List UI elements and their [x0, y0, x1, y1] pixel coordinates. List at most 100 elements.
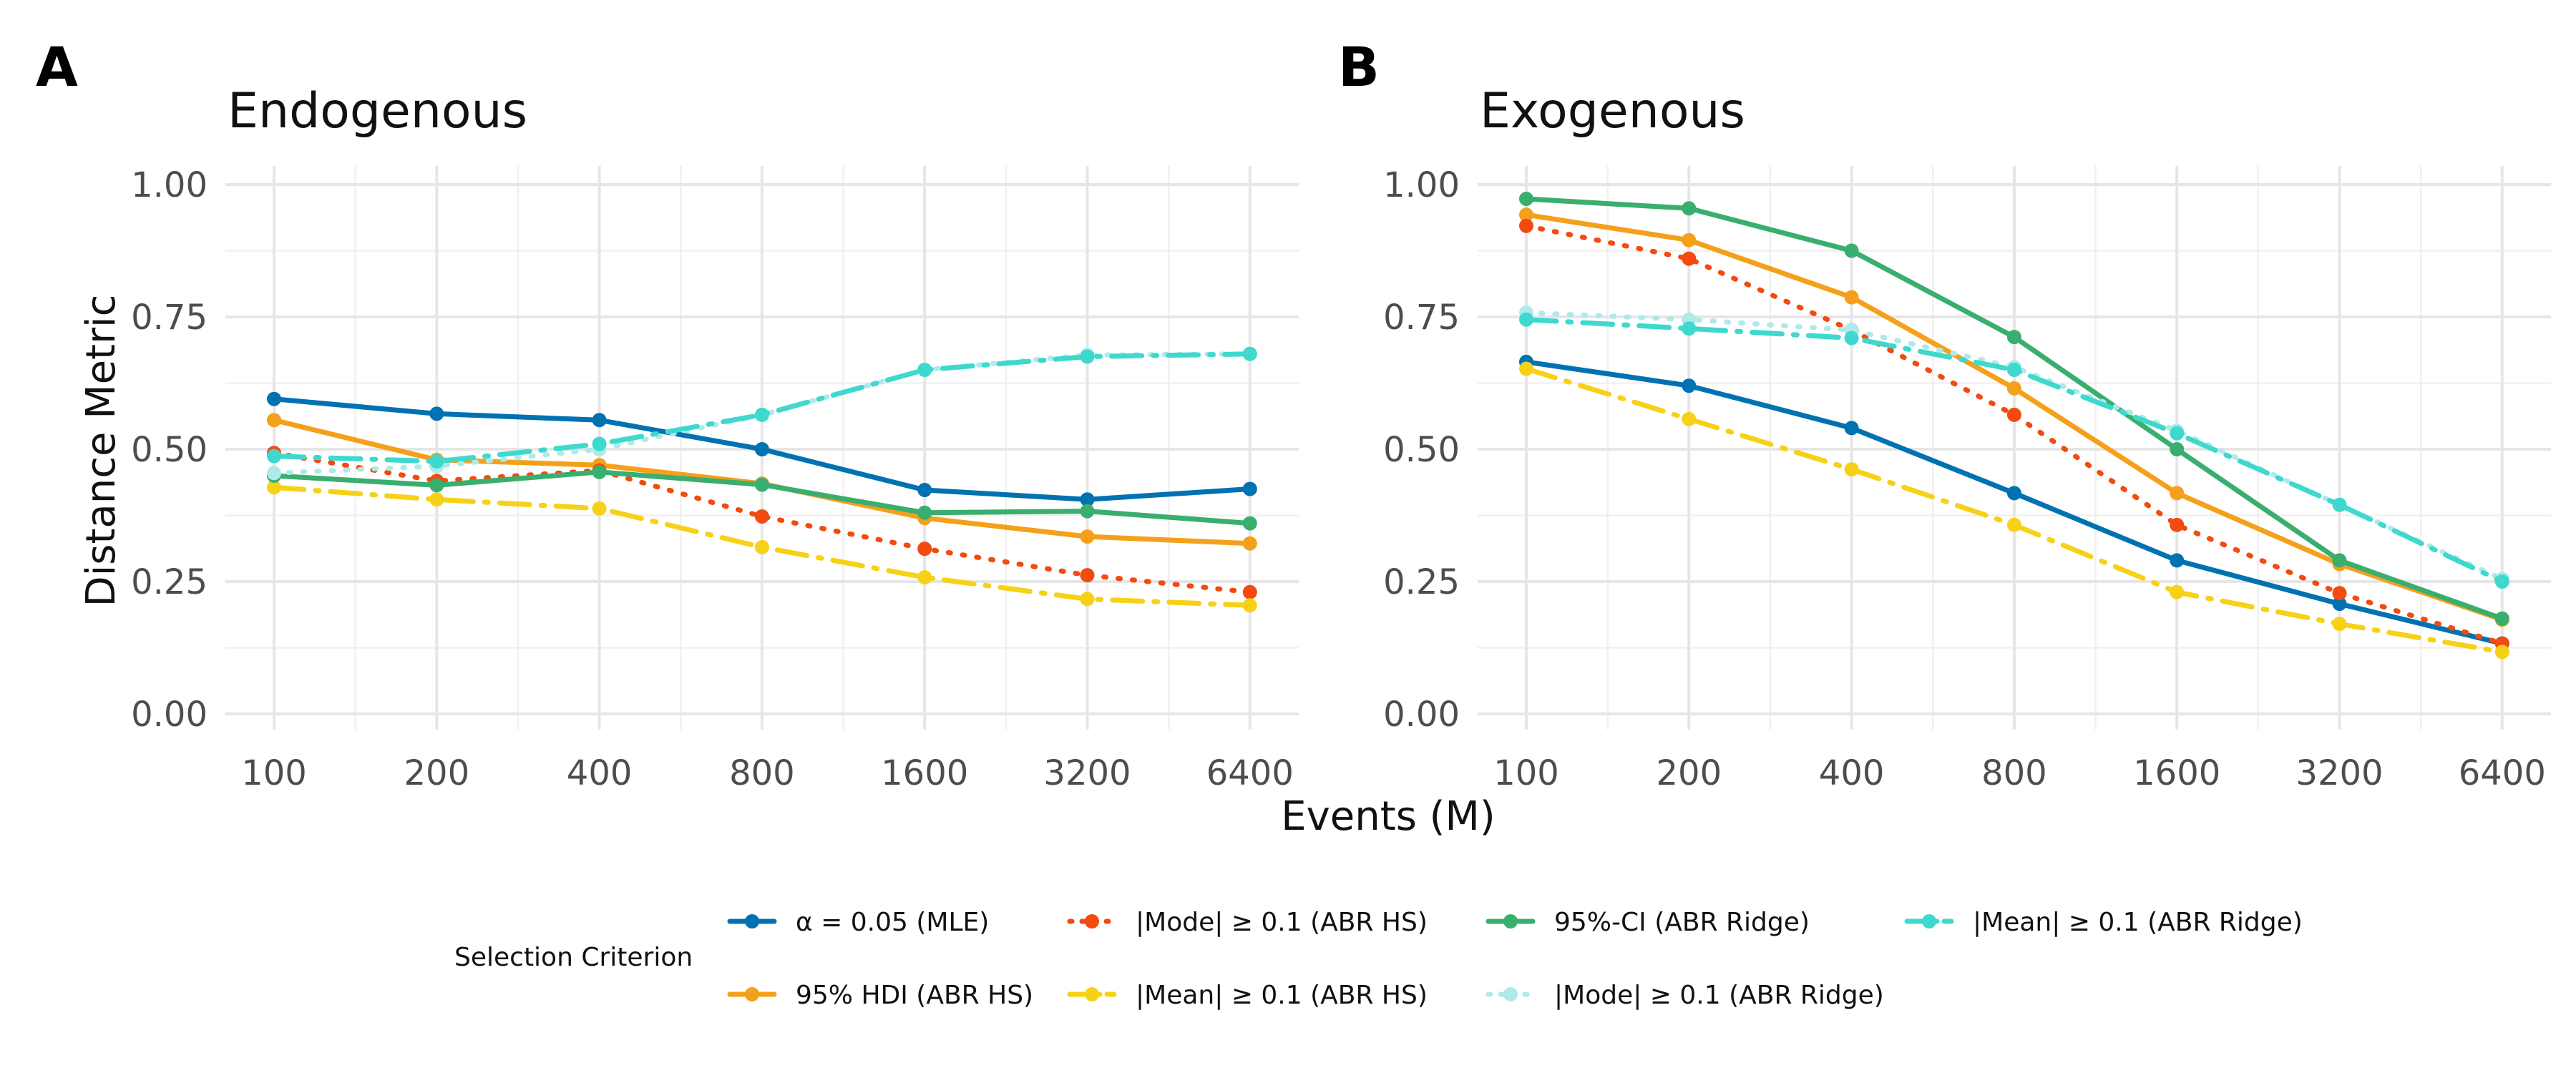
data-point	[1682, 378, 1697, 393]
data-point	[754, 539, 769, 554]
data-point	[1682, 232, 1697, 248]
panel-title: Endogenous	[228, 83, 527, 139]
data-point	[1844, 462, 1859, 477]
data-point	[1519, 312, 1533, 327]
legend-key-point	[1503, 914, 1518, 929]
data-point	[2170, 442, 2185, 456]
data-point	[1242, 346, 1257, 361]
x-tick-label: 1600	[881, 753, 968, 793]
data-point	[2006, 517, 2021, 532]
series-group	[1519, 312, 2509, 589]
data-point	[267, 449, 281, 464]
data-point	[267, 391, 281, 406]
data-point	[2006, 363, 2021, 377]
legend-key-point	[1922, 914, 1936, 929]
data-point	[2006, 381, 2021, 396]
legend-label: α = 0.05 (MLE)	[796, 908, 989, 937]
legend-item: |Mean| ≥ 0.1 (ABR HS)	[1067, 981, 1428, 1010]
legend-label: 95% HDI (ABR HS)	[796, 981, 1033, 1010]
data-point	[1519, 191, 1533, 206]
x-tick-label: 800	[1981, 753, 2047, 793]
y-tick-label: 0.75	[1383, 298, 1460, 338]
legend-item: |Mode| ≥ 0.1 (ABR Ridge)	[1485, 981, 1884, 1010]
data-point	[1242, 598, 1257, 613]
legend-item: |Mode| ≥ 0.1 (ABR HS)	[1067, 908, 1428, 937]
legend-label: |Mode| ≥ 0.1 (ABR Ridge)	[1554, 981, 1884, 1010]
legend-label: |Mean| ≥ 0.1 (ABR HS)	[1136, 981, 1428, 1010]
panel-label: B	[1338, 35, 1380, 99]
legend-key-point	[1085, 987, 1099, 1001]
series-group	[267, 464, 1257, 531]
data-point	[2332, 617, 2347, 632]
data-point	[1844, 421, 1859, 436]
legend-item: 95% HDI (ABR HS)	[727, 981, 1033, 1010]
panels: 0.00 0.25 0.50 0.75 1.00 100 200 400 800 1600 3200…	[36, 35, 2551, 793]
data-point	[2170, 553, 2185, 568]
data-point	[1080, 592, 1095, 607]
data-point	[592, 501, 607, 516]
y-tick-label: 0.50	[1383, 430, 1460, 470]
data-point	[2006, 486, 2021, 501]
data-point	[1682, 321, 1697, 336]
data-point	[2494, 645, 2509, 660]
panel-b: 0.00 0.25 0.50 0.75 1.00 100 200 400 800 1600 3200…	[1338, 35, 2551, 793]
data-point	[2494, 611, 2509, 626]
data-point	[1080, 529, 1095, 544]
data-point	[429, 406, 444, 421]
data-point	[2170, 517, 2185, 532]
data-point	[2332, 586, 2347, 601]
panel-a: 0.00 0.25 0.50 0.75 1.00 100 200 400 800 1600 3200…	[36, 35, 1299, 793]
legend-label: |Mean| ≥ 0.1 (ABR Ridge)	[1973, 908, 2303, 937]
data-point	[917, 363, 932, 377]
x-tick-label: 400	[1819, 753, 1885, 793]
legend-title: Selection Criterion	[454, 943, 693, 972]
x-tick-label: 6400	[2459, 753, 2546, 793]
data-point	[917, 482, 932, 497]
data-point	[1080, 492, 1095, 507]
x-tick-label: 100	[241, 753, 307, 793]
data-point	[267, 413, 281, 428]
y-tick-label: 0.25	[1383, 562, 1460, 602]
data-point	[2170, 584, 2185, 599]
y-tick-label: 1.00	[131, 165, 208, 205]
data-point	[2332, 597, 2347, 612]
legend-key-point	[745, 914, 759, 929]
data-point	[917, 505, 932, 520]
data-point	[754, 442, 769, 456]
y-tick-label: 0.25	[131, 562, 208, 602]
data-point	[2332, 553, 2347, 568]
data-point	[1682, 251, 1697, 266]
data-point	[1080, 568, 1095, 583]
legend-label: 95%-CI (ABR Ridge)	[1554, 908, 1810, 937]
data-point	[1242, 536, 1257, 551]
data-point	[754, 509, 769, 524]
data-point	[2006, 407, 2021, 422]
series-group	[267, 346, 1257, 469]
data-point	[1242, 516, 1257, 531]
data-point	[429, 478, 444, 493]
data-point	[1519, 361, 1533, 376]
data-point	[1682, 411, 1697, 426]
data-point	[592, 464, 607, 479]
legend-key-point	[745, 987, 759, 1001]
y-tick-label: 0.00	[131, 695, 208, 735]
series-group	[267, 391, 1257, 507]
data-point	[2332, 497, 2347, 512]
panel-label: A	[36, 35, 78, 99]
data-point	[267, 480, 281, 495]
x-tick-label: 3200	[2296, 753, 2383, 793]
y-axis-title: Distance Metric	[78, 295, 125, 607]
x-tick-label: 200	[1656, 753, 1722, 793]
data-point	[267, 466, 281, 481]
y-tick-label: 0.75	[131, 298, 208, 338]
data-point	[592, 413, 607, 428]
y-tick-label: 0.50	[131, 430, 208, 470]
data-point	[1844, 243, 1859, 258]
series-group	[267, 480, 1257, 613]
data-point	[917, 570, 932, 585]
data-point	[754, 477, 769, 492]
legend-label: |Mode| ≥ 0.1 (ABR HS)	[1136, 908, 1428, 937]
series-group	[1519, 361, 2509, 660]
data-point	[1242, 481, 1257, 496]
